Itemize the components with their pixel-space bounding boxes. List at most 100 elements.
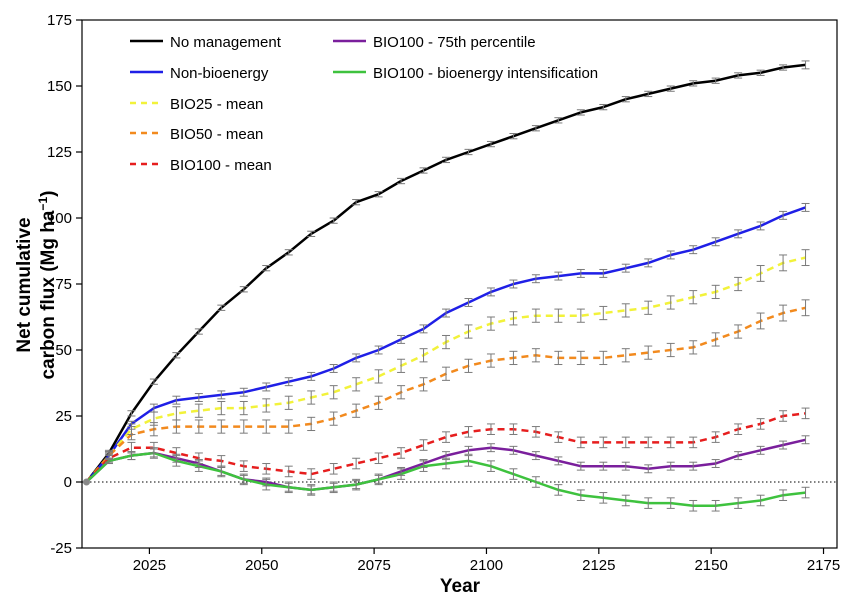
error-bar [801, 60, 810, 70]
error-bar [284, 419, 293, 434]
error-bar [307, 468, 316, 480]
legend-entry-no-management: No management [130, 34, 282, 51]
error-bar [442, 308, 451, 318]
error-bar [442, 457, 451, 470]
error-bar [217, 400, 226, 416]
error-bar [329, 411, 338, 426]
error-bar [689, 290, 698, 305]
error-bar [531, 274, 540, 284]
error-bar [689, 340, 698, 355]
error-bar [307, 390, 316, 405]
error-bar [486, 287, 495, 297]
error-bar [194, 460, 203, 472]
error-bar [284, 481, 293, 494]
error-bar [734, 324, 743, 339]
ticks: -25 0 25 50 75 100 125 150 175 2025 2050 2075 2100 21… [47, 12, 840, 574]
error-bar [464, 445, 473, 455]
error-bar [599, 350, 608, 366]
error-bar [374, 191, 383, 198]
error-bar [239, 419, 248, 434]
error-bar [329, 463, 338, 475]
x-tick-label: 2050 [245, 557, 278, 574]
error-bar [576, 268, 585, 278]
error-bar [284, 377, 293, 387]
error-bars-bio25-mean [104, 249, 810, 461]
error-bar [352, 199, 361, 206]
error-bar [149, 422, 158, 437]
error-bar [194, 328, 203, 335]
error-bar [576, 461, 585, 471]
error-bar [599, 268, 608, 278]
error-bar [711, 431, 720, 443]
error-bar [734, 72, 743, 79]
y-tick-label: 0 [64, 474, 72, 491]
error-bar [711, 77, 720, 84]
origin-point [82, 478, 90, 486]
error-bar [554, 456, 563, 466]
error-bar [397, 468, 406, 480]
error-bar [262, 463, 271, 475]
error-bar [284, 249, 293, 256]
error-bar [284, 395, 293, 410]
error-bar [666, 497, 675, 509]
error-bar [419, 439, 428, 451]
error-bar [464, 148, 473, 156]
legend-label: BIO100 - mean [170, 157, 272, 174]
error-bar [127, 410, 136, 417]
error-bar [509, 350, 518, 366]
y-axis-title-superscript: −1 [36, 197, 50, 211]
error-bar [352, 377, 361, 392]
error-bar [464, 358, 473, 373]
error-bar [397, 447, 406, 459]
error-bar [397, 358, 406, 373]
error-bar [531, 125, 540, 132]
error-bar [711, 332, 720, 347]
y-axis-title-line2: carbon flux (Mg ha−1) [36, 191, 59, 380]
y-axis-title-main: carbon flux (Mg ha [38, 210, 59, 379]
error-bar [419, 460, 428, 472]
error-bar [756, 312, 765, 330]
error-bar [194, 403, 203, 418]
y-tick-label: 125 [47, 144, 72, 161]
error-bar [554, 431, 563, 443]
error-bar [486, 140, 495, 148]
error-bar [486, 460, 495, 472]
error-bar [599, 305, 608, 321]
legend-entry-bio50-mean: BIO50 - mean [130, 126, 263, 143]
error-bar [554, 484, 563, 496]
y-tick-label: 150 [47, 78, 72, 95]
error-bar [756, 265, 765, 282]
error-bar [666, 436, 675, 449]
error-bar [801, 299, 810, 317]
error-bar [734, 276, 743, 292]
error-bar [262, 382, 271, 392]
error-bar [149, 447, 158, 459]
error-bar [576, 308, 585, 323]
error-bar [666, 85, 675, 92]
error-bar [397, 177, 406, 185]
error-bar [621, 263, 630, 273]
error-bar [374, 473, 383, 486]
x-tick-label: 2025 [133, 557, 166, 574]
legend-entry-bio100-mean: BIO100 - mean [130, 157, 272, 174]
error-bar [531, 308, 540, 323]
error-bar [711, 237, 720, 247]
error-bar [374, 345, 383, 355]
error-bar [734, 423, 743, 435]
y-axis-title-close: ) [38, 191, 59, 197]
error-bar [531, 451, 540, 461]
y-tick-label: 25 [55, 408, 72, 425]
error-bar [599, 461, 608, 471]
error-bar [621, 461, 630, 471]
error-bar [104, 457, 113, 465]
error-bar [621, 348, 630, 363]
error-bar [711, 284, 720, 300]
error-bar [509, 311, 518, 326]
error-bar [734, 497, 743, 509]
error-bar [374, 395, 383, 410]
x-tick-label: 2100 [470, 557, 503, 574]
error-bar [689, 436, 698, 449]
error-bar [419, 348, 428, 363]
error-bar [779, 489, 788, 501]
